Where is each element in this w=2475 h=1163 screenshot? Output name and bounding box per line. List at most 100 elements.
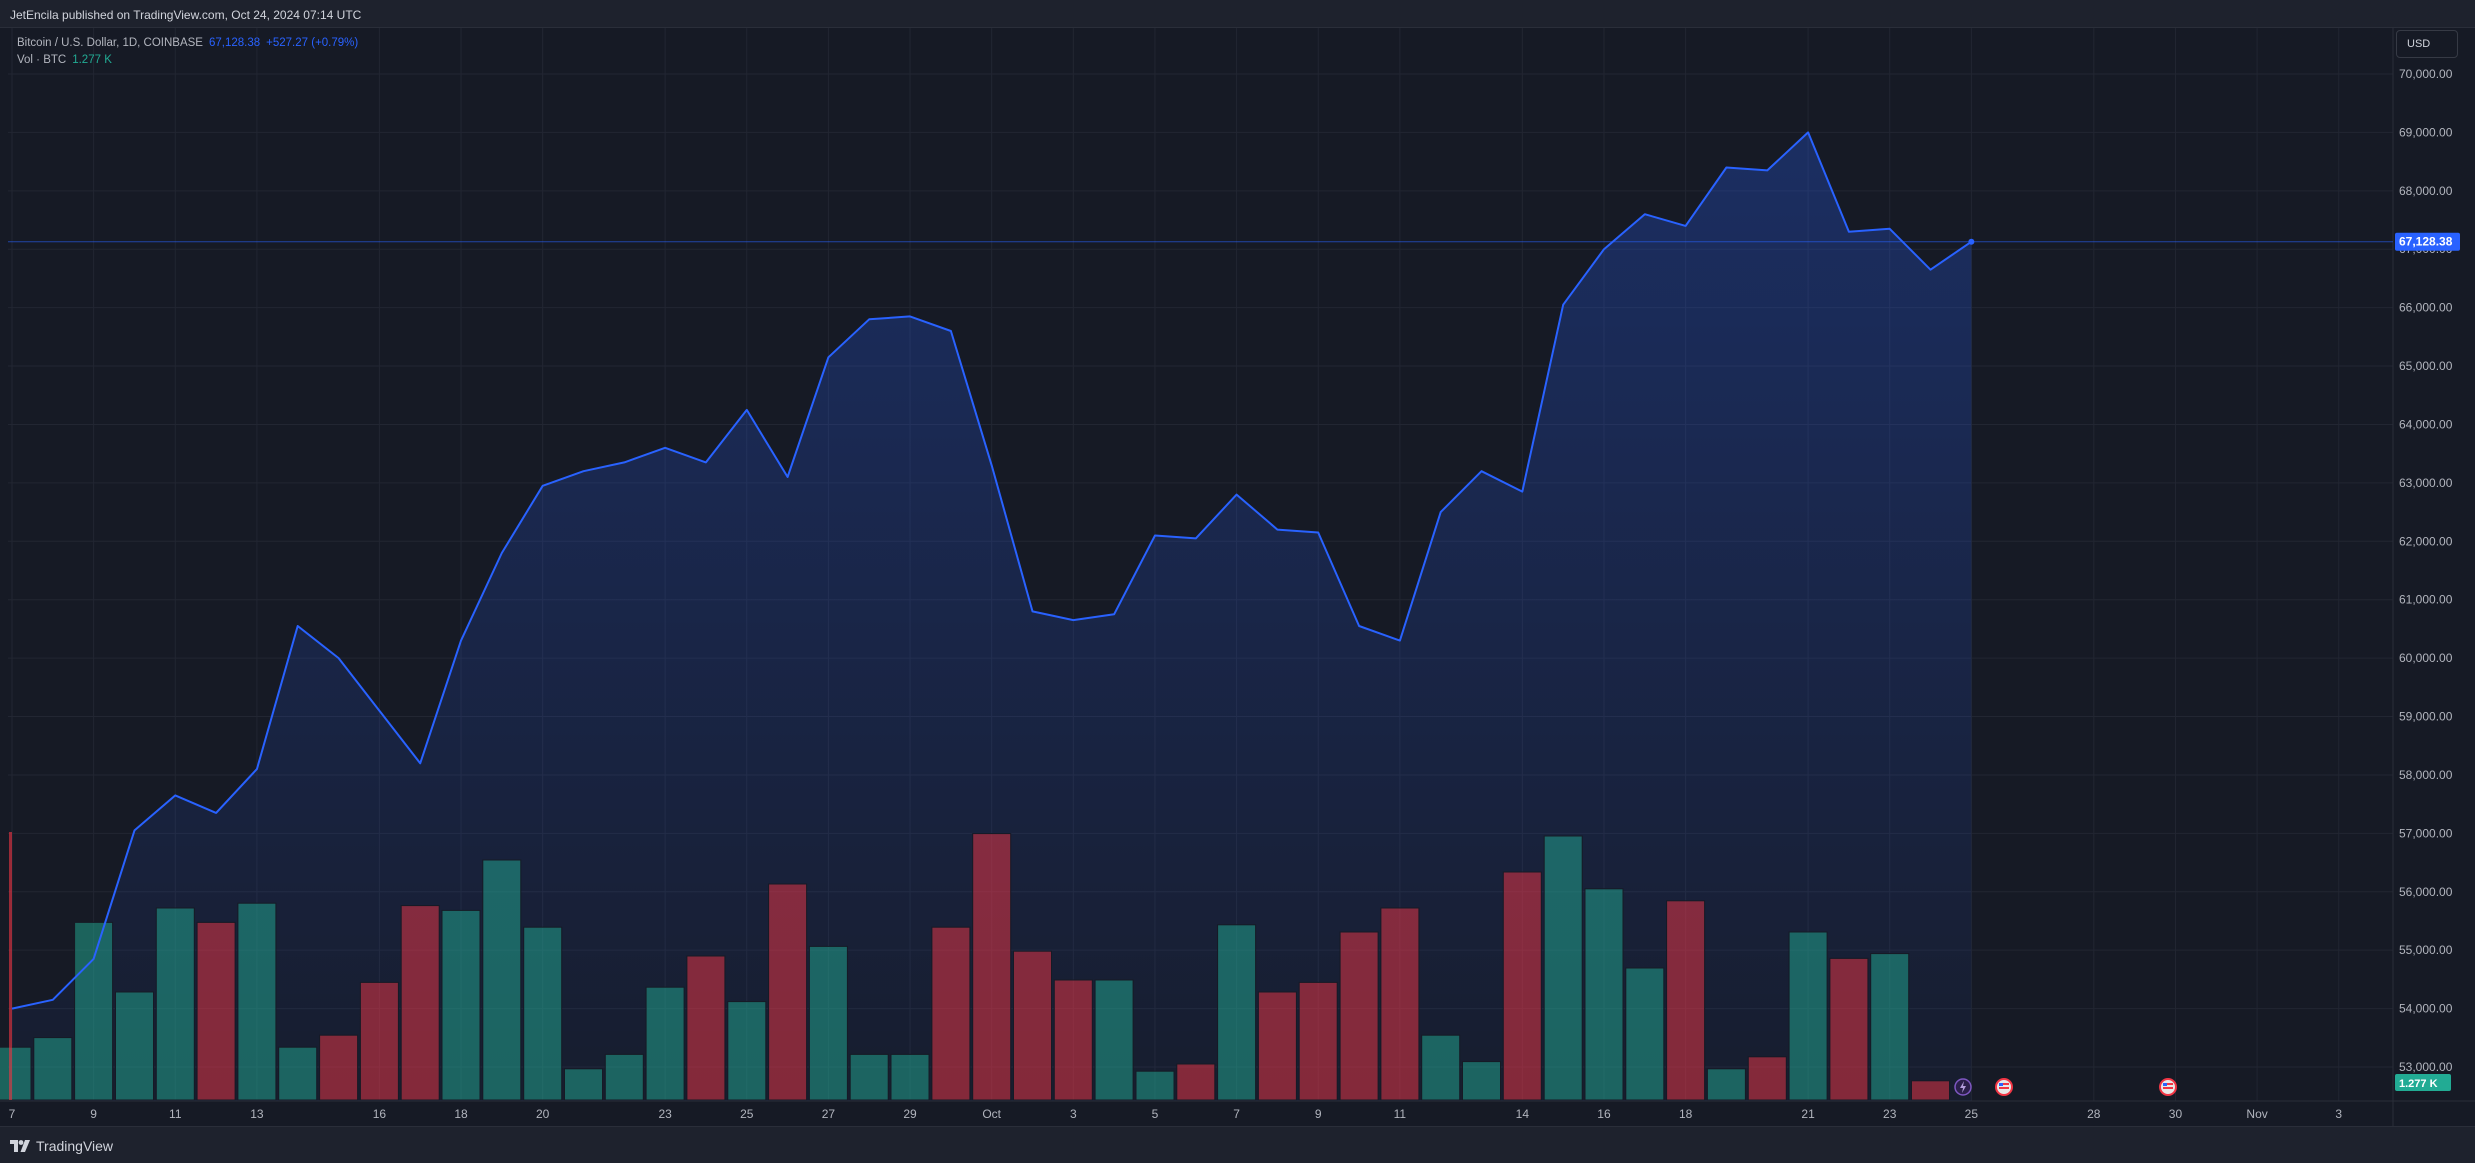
time-tick-label: 29 [903, 1107, 917, 1121]
time-tick-label: 9 [90, 1107, 97, 1121]
volume-bar [1217, 924, 1257, 1101]
volume-bar [441, 909, 481, 1101]
volume-bar [768, 883, 808, 1101]
volume-bar [1094, 979, 1134, 1101]
volume-bar [1870, 953, 1910, 1101]
time-axis[interactable]: 7 9 11 13 16 18 20 23 25 27 29 Oct 3 5 7 9 11 14 16 18 21 23 2… [9, 1107, 2343, 1121]
volume-bar [74, 921, 114, 1101]
price-tick-label: 66,000.00 [2399, 301, 2453, 315]
volume-bar [319, 1034, 359, 1101]
volume-bar [1706, 1068, 1746, 1101]
volume-bar [890, 1053, 930, 1101]
last-price-dot [1968, 238, 1975, 245]
volume-row[interactable]: Vol · BTC 1.277 K [17, 52, 358, 69]
symbol-row[interactable]: Bitcoin / U.S. Dollar, 1D, COINBASE 67,12… [17, 35, 358, 52]
volume-bar [604, 1053, 644, 1101]
volume-bar [482, 859, 522, 1101]
chart-legend: Bitcoin / U.S. Dollar, 1D, COINBASE 67,12… [17, 35, 358, 69]
volume-bar [1584, 888, 1624, 1101]
time-tick-label: 23 [658, 1107, 672, 1121]
currency-label: USD [2407, 38, 2431, 50]
volume-bar [808, 945, 848, 1101]
volume-bar [931, 926, 971, 1101]
tradingview-logo-icon [10, 1140, 30, 1152]
us-economic-event-icon[interactable] [2159, 1078, 2177, 1096]
last-price-badge [2395, 232, 2460, 251]
time-tick-label: 13 [250, 1107, 264, 1121]
time-tick-label: 16 [1597, 1107, 1611, 1121]
time-tick-label: 11 [169, 1107, 182, 1121]
offscreen-volume-bar [9, 832, 12, 1100]
volume-bar [1053, 979, 1093, 1101]
volume-bar [400, 905, 440, 1101]
price-tick-label: 55,000.00 [2399, 943, 2453, 957]
publish-info: JetEncila published on TradingView.com, … [10, 8, 362, 22]
price-axis[interactable]: 70,000.0069,000.0068,000.0067,000.0066,0… [2395, 67, 2460, 1091]
volume-bar [33, 1037, 73, 1101]
volume-bar [115, 991, 154, 1101]
lightning-event-icon[interactable] [1954, 1078, 1972, 1096]
volume-bar [1339, 931, 1379, 1101]
time-tick-label: 7 [1233, 1107, 1240, 1121]
time-tick-label: 14 [1516, 1107, 1530, 1121]
time-tick-label: 25 [1965, 1107, 1979, 1121]
time-tick-label: 7 [9, 1107, 16, 1121]
time-tick-label: 20 [536, 1107, 550, 1121]
price-tick-label: 62,000.00 [2399, 534, 2453, 548]
volume-bar [0, 1046, 32, 1101]
us-economic-event-icon[interactable] [1995, 1078, 2013, 1096]
time-tick-label: 30 [2169, 1107, 2183, 1121]
volume-value: 1.277 K [72, 54, 112, 66]
time-tick-label: 5 [1152, 1107, 1159, 1121]
time-tick-label: Oct [982, 1107, 1001, 1121]
volume-bar [1747, 1056, 1787, 1101]
price-tick-label: 63,000.00 [2399, 476, 2453, 490]
time-tick-label: 3 [2335, 1107, 2342, 1121]
volume-bar [1666, 900, 1706, 1101]
price-tick-label: 69,000.00 [2399, 125, 2453, 139]
volume-bar [1380, 907, 1420, 1101]
time-tick-label: 16 [373, 1107, 387, 1121]
volume-indicator-label: Vol · BTC [17, 54, 67, 66]
price-area [12, 132, 1972, 1101]
time-tick-label: 18 [1679, 1107, 1693, 1121]
price-tick-label: 60,000.00 [2399, 651, 2453, 665]
publish-bar: JetEncila published on TradingView.com, … [0, 0, 2475, 28]
last-price-label: 67,128.38 [2399, 235, 2453, 249]
tradingview-logo[interactable]: TradingView [10, 1138, 113, 1154]
volume-bar [564, 1068, 603, 1101]
volume-bar [645, 986, 685, 1101]
volume-bar [1462, 1061, 1501, 1101]
volume-bar [686, 955, 726, 1101]
tradingview-brand-text: TradingView [36, 1138, 114, 1154]
volume-bar [278, 1046, 318, 1101]
volume-bar [1013, 950, 1052, 1101]
volume-bar [972, 833, 1012, 1101]
event-markers [1954, 1078, 2177, 1096]
time-tick-label: 3 [1070, 1107, 1077, 1121]
symbol-title: Bitcoin / U.S. Dollar, 1D, COINBASE [17, 37, 203, 49]
price-tick-label: 61,000.00 [2399, 593, 2453, 607]
time-tick-label: 9 [1315, 1107, 1322, 1121]
price-tick-label: 56,000.00 [2399, 885, 2453, 899]
last-price-value: 67,128.38 [208, 37, 261, 49]
volume-bar [155, 907, 195, 1101]
volume-bar [237, 902, 277, 1101]
footer-bar: TradingView [0, 1126, 2475, 1163]
time-tick-label: 28 [2087, 1107, 2101, 1121]
volume-bar [727, 1001, 767, 1101]
volume-bar [359, 981, 399, 1101]
price-tick-label: 64,000.00 [2399, 417, 2453, 431]
time-tick-label: 11 [1394, 1107, 1407, 1121]
price-tick-label: 57,000.00 [2399, 826, 2453, 840]
currency-button[interactable]: USD [2396, 30, 2458, 58]
volume-bar [1257, 991, 1297, 1101]
time-tick-label: 18 [454, 1107, 468, 1121]
price-change-value: +527.27 (+0.79%) [266, 37, 359, 49]
volume-bar [196, 921, 236, 1101]
time-tick-label: 27 [822, 1107, 836, 1121]
time-tick-label: 23 [1883, 1107, 1897, 1121]
last-volume-badge [2395, 1074, 2451, 1091]
price-tick-label: 65,000.00 [2399, 359, 2453, 373]
